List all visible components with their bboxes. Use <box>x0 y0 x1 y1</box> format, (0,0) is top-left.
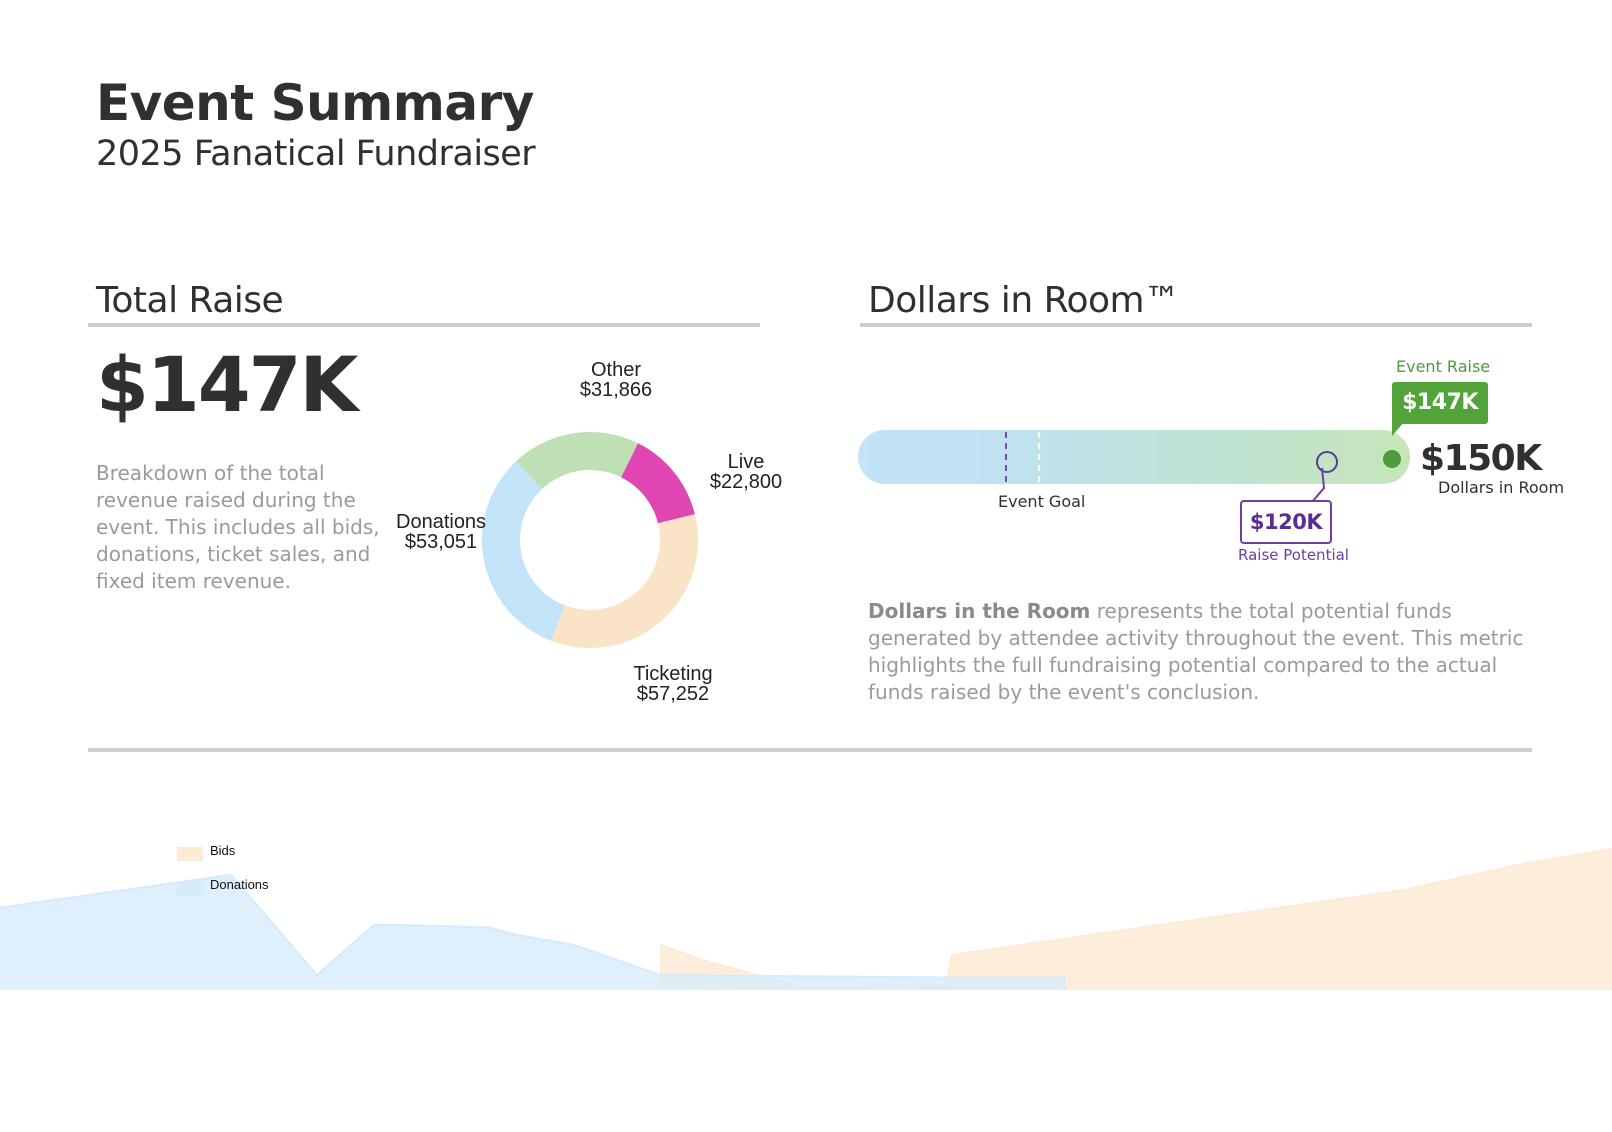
raise-potential-pointer <box>1311 467 1326 503</box>
total-raise-description: Breakdown of the total revenue raised du… <box>96 461 380 593</box>
event-raise-badge-pointer <box>1392 422 1404 436</box>
legend-swatch-bids <box>177 847 203 861</box>
total-raise-divider <box>88 323 760 327</box>
donut-label-ticketing: Ticketing $57,252 <box>628 664 718 704</box>
donut-label-other-value: $31,866 <box>579 379 653 401</box>
raise-potential-badge: $120K <box>1240 500 1332 544</box>
donut-slice-donations <box>482 461 565 641</box>
donut-slice-live <box>621 443 695 524</box>
event-goal-marker <box>1005 432 1007 482</box>
section-divider <box>88 748 1532 752</box>
total-raise-heading: Total Raise <box>96 280 284 321</box>
donut-label-other: Other $31,866 <box>576 360 656 400</box>
revenue-donut-chart <box>482 432 698 648</box>
area-series-bids <box>660 848 1612 990</box>
legend-label-bids: Bids <box>210 843 236 858</box>
bar-divider-marker <box>1038 432 1040 482</box>
donut-slice-ticketing <box>551 514 698 648</box>
page-subtitle: 2025 Fanatical Fundraiser <box>96 134 536 174</box>
description-bold-term: Dollars in the Room <box>868 599 1091 623</box>
event-raise-marker <box>1383 450 1401 468</box>
activity-area-chart <box>0 847 1612 990</box>
donut-label-ticketing-name: Ticketing <box>633 663 713 685</box>
raise-potential-marker <box>1316 451 1338 473</box>
donut-label-other-name: Other <box>590 359 642 381</box>
dollars-in-room-heading: Dollars in Room™ <box>868 280 1180 321</box>
donut-label-live-value: $22,800 <box>709 471 783 493</box>
area-series-donations <box>0 875 1067 990</box>
donut-label-donations: Donations $53,051 <box>396 512 486 552</box>
event-goal-label: Event Goal <box>998 492 1086 511</box>
dollars-in-room-value: $150K <box>1420 438 1542 479</box>
page-title: Event Summary <box>96 74 534 132</box>
total-raise-value: $147K <box>96 340 358 429</box>
donut-slice-other <box>516 432 639 489</box>
donut-label-donations-value: $53,051 <box>404 531 478 553</box>
donut-label-live: Live $22,800 <box>706 452 786 492</box>
event-raise-badge: $147K <box>1392 382 1488 424</box>
description-text: represents the total potential funds gen… <box>868 599 1524 704</box>
event-raise-label: Event Raise <box>1396 357 1491 376</box>
area-line-bids <box>659 847 1612 989</box>
donut-label-ticketing-value: $57,252 <box>636 683 710 705</box>
legend-swatch-donations <box>177 881 203 895</box>
area-line-donations <box>0 873 1067 979</box>
raise-potential-label: Raise Potential <box>1238 546 1349 564</box>
donut-label-live-name: Live <box>727 451 765 473</box>
donut-label-donations-name: Donations <box>396 511 487 533</box>
legend-label-donations: Donations <box>210 877 269 892</box>
dollars-in-room-description: Dollars in the Room represents the total… <box>868 598 1528 706</box>
dollars-in-room-label: Dollars in Room <box>1438 478 1565 497</box>
dollars-in-room-divider <box>860 323 1532 327</box>
